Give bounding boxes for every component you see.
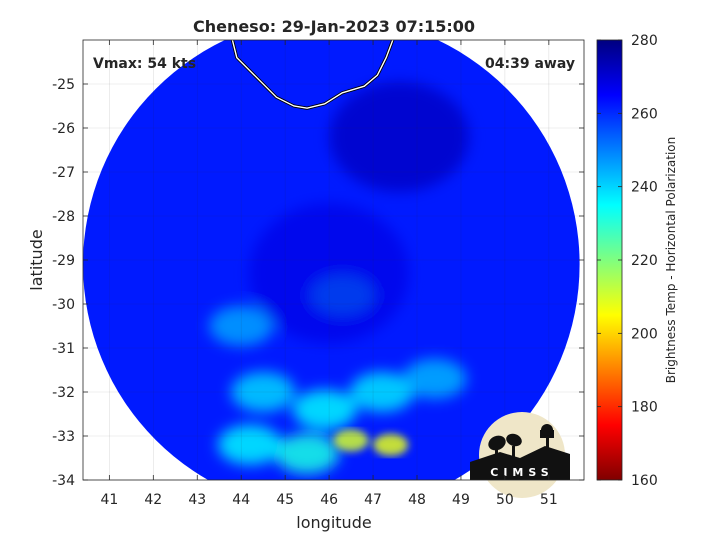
y-tick-label: -30 — [52, 297, 75, 313]
x-tick-label: 44 — [232, 492, 250, 508]
y-tick-label: -34 — [52, 473, 75, 489]
x-tick-label: 51 — [540, 492, 558, 508]
time-away-annotation: 04:39 away — [485, 56, 575, 72]
tb-feature — [349, 372, 414, 412]
logo-text: CIMSS — [490, 466, 553, 479]
tb-feature — [249, 203, 410, 344]
x-axis-label: longitude — [296, 513, 371, 532]
tb-feature — [329, 81, 470, 192]
chart-title: Cheneso: 29-Jan-2023 07:15:00 — [193, 17, 475, 36]
x-tick-label: 48 — [408, 492, 426, 508]
x-tick-label: 47 — [364, 492, 382, 508]
tb-feature — [333, 429, 369, 452]
colorbar-tick-label: 280 — [631, 33, 658, 49]
y-tick-label: -31 — [52, 341, 75, 357]
tb-feature — [373, 433, 409, 456]
colorbar-tick-label: 220 — [631, 253, 658, 269]
colorbar-ticks: 280 260 240 220 200 180 160 — [597, 33, 658, 489]
y-tick-label: -28 — [52, 209, 75, 225]
y-tick-label: -25 — [52, 77, 75, 93]
y-tick-label: -27 — [52, 165, 75, 181]
y-axis: -25 -26 -27 -28 -29 -30 -31 -32 -33 -34 — [52, 77, 584, 489]
x-tick-label: 43 — [188, 492, 206, 508]
y-tick-label: -26 — [52, 121, 75, 137]
colorbar-tick-label: 180 — [631, 400, 658, 416]
x-axis: 41 42 43 44 45 46 47 48 49 50 51 — [100, 40, 558, 508]
colorbar-tick-label: 240 — [631, 180, 658, 196]
y-tick-label: -32 — [52, 385, 75, 401]
y-axis-label: latitude — [27, 229, 46, 290]
y-tick-label: -33 — [52, 429, 75, 445]
x-tick-label: 41 — [100, 492, 118, 508]
colorbar-tick-label: 200 — [631, 326, 658, 342]
tb-feature — [402, 358, 467, 399]
y-tick-label: -29 — [52, 253, 75, 269]
logo-silhouette — [470, 424, 570, 480]
tb-feature — [209, 306, 274, 346]
colorbar-gradient — [596, 39, 623, 481]
tb-feature — [275, 433, 340, 474]
colorbar-tick-label: 160 — [631, 473, 658, 489]
x-tick-label: 46 — [320, 492, 338, 508]
colorbar-label: Brightness Temp - Horizontal Polarizatio… — [664, 137, 678, 384]
tb-feature — [231, 372, 296, 412]
x-tick-label: 45 — [276, 492, 294, 508]
x-tick-label: 50 — [496, 492, 514, 508]
colorbar: 280 260 240 220 200 180 160 Brightness Temp - … — [596, 33, 678, 489]
coastline-inner — [231, 40, 394, 109]
x-tick-label: 49 — [452, 492, 470, 508]
vmax-annotation: Vmax: 54 kts — [93, 56, 196, 72]
colorbar-tick-label: 260 — [631, 106, 658, 122]
tb-feature — [218, 424, 282, 465]
brightness-temp-field — [83, 40, 580, 480]
x-tick-label: 42 — [144, 492, 162, 508]
tb-feature — [292, 389, 357, 430]
